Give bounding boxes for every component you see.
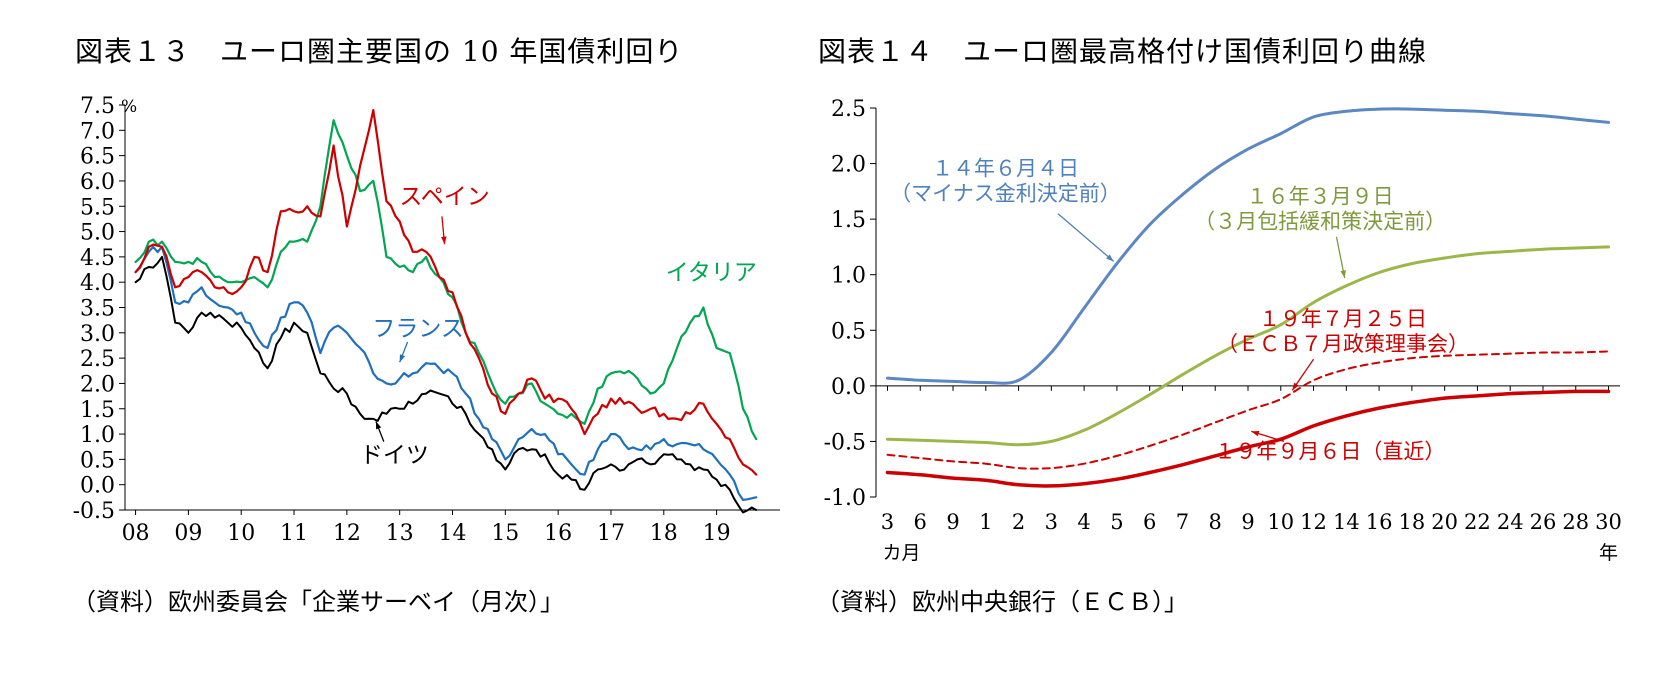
svg-text:15: 15 (491, 521, 519, 546)
svg-text:18: 18 (650, 521, 678, 546)
chart-right-source: （資料）欧州中央銀行（ＥＣＢ）」 (816, 588, 1188, 616)
svg-text:7: 7 (1176, 510, 1189, 534)
svg-text:1.0: 1.0 (831, 264, 866, 289)
svg-text:１６年３月９日: １６年３月９日 (1247, 185, 1394, 209)
yield-curve-chart: -1.0-0.50.00.51.01.52.02.53 6 9 1 2 3 4 5 6 7 8 9 10… (824, 97, 1622, 564)
svg-text:5: 5 (1110, 510, 1123, 534)
svg-text:（マイナス金利決定前）: （マイナス金利決定前） (890, 182, 1121, 206)
svg-text:6: 6 (1143, 510, 1156, 534)
svg-text:イタリア: イタリア (666, 260, 757, 286)
svg-text:4.0: 4.0 (80, 271, 115, 296)
svg-text:5.0: 5.0 (80, 221, 115, 246)
svg-text:18: 18 (1399, 510, 1426, 534)
svg-text:19: 19 (703, 521, 731, 546)
svg-text:年: 年 (1599, 542, 1618, 564)
svg-text:3.5: 3.5 (80, 297, 115, 322)
svg-text:20: 20 (1431, 510, 1458, 534)
svg-text:１９年９月６日（直近）: １９年９月６日（直近） (1214, 439, 1445, 463)
chart-left-title: 図表１３ ユーロ圏主要国の 10 年国債利回り (75, 35, 684, 68)
svg-text:2.5: 2.5 (831, 97, 866, 122)
svg-text:08: 08 (122, 521, 150, 546)
svg-text:8: 8 (1209, 510, 1222, 534)
svg-text:12: 12 (1300, 510, 1327, 534)
svg-text:（３月包括緩和策決定前）: （３月包括緩和策決定前） (1194, 210, 1446, 234)
svg-text:0.0: 0.0 (831, 375, 866, 400)
svg-text:ドイツ: ドイツ (360, 442, 429, 468)
svg-text:6.5: 6.5 (80, 145, 115, 170)
svg-text:4: 4 (1077, 510, 1090, 534)
svg-text:30: 30 (1595, 510, 1622, 534)
svg-text:13: 13 (386, 521, 414, 546)
bond-yield-timeseries-chart: -0.50.00.51.01.52.02.53.03.54.04.55.05.5… (73, 94, 780, 546)
svg-text:28: 28 (1562, 510, 1589, 534)
svg-text:22: 22 (1464, 510, 1491, 534)
svg-text:9: 9 (1241, 510, 1254, 534)
chart-right-title: 図表１４ ユーロ圏最高格付け国債利回り曲線 (818, 35, 1428, 68)
svg-text:14: 14 (439, 521, 467, 546)
svg-text:１９年７月２５日: １９年７月２５日 (1259, 307, 1427, 331)
svg-text:0.5: 0.5 (80, 448, 115, 473)
svg-text:（ＥＣＢ７月政策理事会）: （ＥＣＢ７月政策理事会） (1217, 332, 1469, 356)
svg-text:6: 6 (914, 510, 927, 534)
svg-text:24: 24 (1497, 510, 1524, 534)
svg-text:6.0: 6.0 (80, 170, 115, 195)
svg-text:１４年６月４日: １４年６月４日 (932, 157, 1079, 181)
svg-text:11: 11 (280, 521, 308, 546)
svg-text:-0.5: -0.5 (73, 499, 115, 524)
svg-text:12: 12 (333, 521, 361, 546)
svg-text:1.5: 1.5 (80, 398, 115, 423)
svg-text:3: 3 (881, 510, 894, 534)
svg-text:0.5: 0.5 (831, 319, 866, 344)
svg-text:-1.0: -1.0 (824, 486, 866, 511)
svg-text:10: 10 (227, 521, 255, 546)
svg-text:2.5: 2.5 (80, 347, 115, 372)
svg-text:1.5: 1.5 (831, 208, 866, 233)
svg-text:4.5: 4.5 (80, 246, 115, 271)
svg-text:3: 3 (1045, 510, 1058, 534)
svg-text:16: 16 (1366, 510, 1393, 534)
chart-left-source: （資料）欧州委員会「企業サーベイ（月次）」 (72, 588, 564, 616)
svg-text:%: % (121, 97, 137, 117)
svg-text:1.0: 1.0 (80, 423, 115, 448)
svg-text:26: 26 (1530, 510, 1557, 534)
svg-text:09: 09 (174, 521, 202, 546)
svg-text:フランス: フランス (372, 316, 464, 342)
svg-text:14: 14 (1333, 510, 1360, 534)
svg-text:0.0: 0.0 (80, 474, 115, 499)
svg-text:2.0: 2.0 (80, 372, 115, 397)
svg-text:カ月: カ月 (882, 542, 920, 564)
svg-text:2: 2 (1012, 510, 1025, 534)
svg-text:5.5: 5.5 (80, 195, 115, 220)
svg-text:17: 17 (597, 521, 625, 546)
svg-text:16: 16 (544, 521, 572, 546)
svg-text:2.0: 2.0 (831, 153, 866, 178)
svg-text:10: 10 (1267, 510, 1294, 534)
svg-text:9: 9 (946, 510, 959, 534)
svg-text:7.0: 7.0 (80, 119, 115, 144)
svg-text:1: 1 (979, 510, 992, 534)
svg-text:スペイン: スペイン (399, 184, 489, 210)
svg-text:-0.5: -0.5 (824, 430, 866, 455)
svg-text:3.0: 3.0 (80, 322, 115, 347)
svg-text:7.5: 7.5 (80, 94, 115, 119)
